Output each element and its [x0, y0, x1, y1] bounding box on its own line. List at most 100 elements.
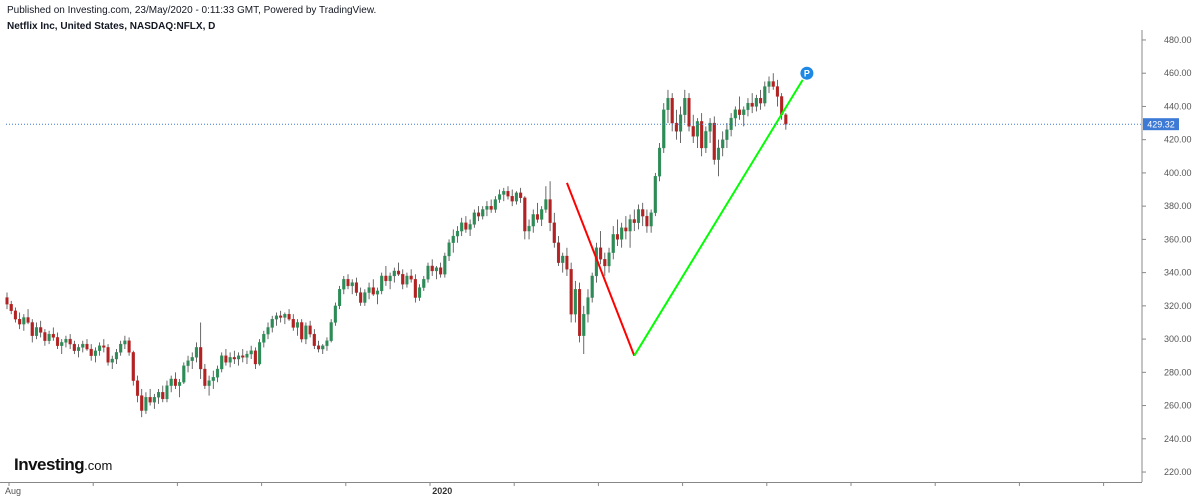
candle-down: [26, 317, 30, 323]
candle-up: [350, 282, 354, 287]
candle-down: [489, 205, 493, 210]
candle-down: [569, 269, 573, 315]
candle-up: [426, 265, 430, 280]
candle-down: [556, 242, 561, 263]
candle-down: [131, 352, 135, 381]
candle-down: [552, 222, 556, 243]
candle-up: [561, 255, 565, 263]
candle-down: [89, 348, 93, 356]
candle-up: [81, 343, 85, 348]
time-tick-label: 2020: [432, 486, 452, 496]
candle-up: [245, 353, 249, 358]
candle-down: [203, 368, 207, 386]
candle-down: [312, 333, 316, 346]
candle-up: [165, 385, 169, 400]
candle-up: [405, 275, 409, 285]
candle-up: [481, 209, 485, 217]
price-axis: 480.00 460.00 440.00 420.00 400.00 380.00 360.…: [6, 30, 1192, 482]
candle-down: [308, 325, 312, 335]
candle-down: [173, 378, 177, 386]
candle-down: [39, 327, 43, 333]
price-tick-label: 460.00: [1164, 68, 1192, 78]
candle-down: [645, 215, 649, 227]
candle-up: [295, 322, 300, 328]
candle-up: [527, 225, 531, 232]
candle-up: [607, 252, 611, 267]
candle-up: [262, 333, 266, 343]
candle-up: [363, 292, 367, 303]
candle-up: [763, 86, 767, 104]
candle-up: [636, 209, 641, 223]
candle-down: [43, 332, 47, 341]
candle-down: [670, 97, 674, 124]
last-price-badge: [1143, 118, 1179, 131]
candle-up: [443, 255, 447, 275]
candle-down: [102, 345, 106, 348]
candle-down: [548, 199, 552, 223]
candle-down: [784, 114, 788, 125]
candle-up: [119, 343, 123, 353]
price-tick-label: 380.00: [1164, 201, 1192, 211]
candle-up: [333, 305, 337, 323]
candle-down: [316, 345, 321, 350]
candle-down: [771, 81, 775, 87]
candle-down: [287, 314, 291, 320]
candle-up: [704, 131, 708, 149]
candle-up: [144, 397, 148, 411]
candle-down: [135, 380, 140, 396]
candle-up: [451, 235, 455, 243]
candle-up: [266, 327, 270, 335]
candle-down: [519, 192, 523, 198]
candle-down: [476, 212, 481, 217]
candle-up: [662, 109, 666, 149]
candle-up: [182, 365, 186, 383]
candle-down: [148, 397, 152, 403]
candle-up: [47, 333, 51, 341]
candle-down: [439, 267, 443, 275]
candle-up: [666, 97, 670, 110]
candle-down: [5, 297, 9, 305]
candle-down: [354, 282, 358, 293]
price-tick-label: 320.00: [1164, 301, 1192, 311]
candle-up: [110, 358, 114, 363]
candle-up: [620, 227, 624, 240]
candle-up: [93, 350, 97, 356]
candle-down: [535, 214, 540, 220]
candle-up: [98, 345, 102, 351]
candle-up: [190, 357, 194, 361]
marker-badge: [800, 66, 814, 80]
candle-down: [199, 347, 203, 370]
candle-up: [152, 397, 156, 403]
candle-down: [51, 333, 55, 338]
candle-down: [291, 318, 295, 328]
candle-down: [279, 315, 283, 318]
candle-down: [161, 392, 165, 400]
candle-up: [249, 350, 253, 355]
candle-up: [258, 342, 262, 365]
candle-up: [342, 279, 346, 290]
candle-down: [359, 292, 363, 303]
candle-down: [396, 270, 401, 275]
price-tick-label: 420.00: [1164, 135, 1192, 145]
candle-down: [106, 347, 110, 363]
candle-down: [599, 247, 603, 260]
candle-up: [514, 192, 518, 202]
price-tick-label: 280.00: [1164, 367, 1192, 377]
candle-up: [498, 194, 502, 200]
time-tick-label: Aug: [5, 486, 21, 496]
candle-up: [274, 315, 278, 320]
candle-down: [641, 209, 645, 217]
price-tick-label: 340.00: [1164, 268, 1192, 278]
candle-down: [691, 126, 695, 137]
candle-up: [392, 270, 396, 277]
candle-up: [695, 121, 699, 137]
candle-up: [186, 360, 190, 366]
candle-up: [468, 224, 472, 230]
candle-down: [413, 279, 417, 298]
candle-down: [775, 86, 779, 97]
candle-up: [586, 297, 590, 315]
price-tick-label: 360.00: [1164, 234, 1192, 244]
candle-up: [754, 97, 758, 107]
candle-up: [236, 355, 241, 360]
